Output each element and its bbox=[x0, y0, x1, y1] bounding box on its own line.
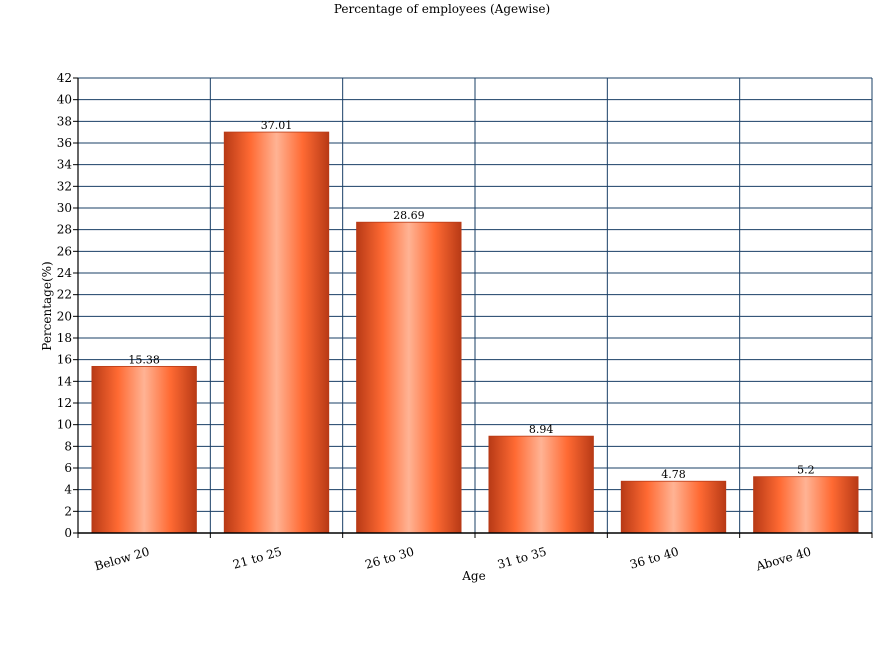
x-tick-label: 21 to 25 bbox=[231, 544, 283, 571]
y-tick-label: 8 bbox=[64, 439, 72, 453]
data-label: 5.2 bbox=[797, 464, 815, 477]
y-tick-label: 6 bbox=[64, 461, 72, 475]
x-tick-label: 36 to 40 bbox=[628, 544, 680, 571]
y-tick-label: 34 bbox=[57, 158, 73, 172]
bar-21-to-25 bbox=[223, 131, 330, 534]
data-label: 28.69 bbox=[393, 209, 425, 222]
y-tick-label: 24 bbox=[57, 266, 73, 280]
y-tick-label: 18 bbox=[57, 331, 72, 345]
y-tick-label: 40 bbox=[57, 93, 72, 107]
grid bbox=[78, 77, 873, 533]
x-tick-label: 31 to 35 bbox=[496, 544, 548, 571]
y-tick-label: 16 bbox=[57, 353, 72, 367]
x-tick-label: Below 20 bbox=[93, 544, 151, 573]
y-tick-label: 22 bbox=[57, 288, 72, 302]
y-tick-label: 10 bbox=[57, 418, 72, 432]
y-tick-label: 38 bbox=[57, 114, 72, 128]
y-tick-label: 14 bbox=[57, 374, 73, 388]
y-axis-label: Percentage(%) bbox=[40, 261, 54, 350]
bar-above-40 bbox=[753, 476, 859, 534]
y-tick-label: 28 bbox=[57, 223, 72, 237]
x-axis-label: Age bbox=[461, 569, 485, 583]
y-tick-label: 0 bbox=[64, 526, 72, 540]
y-tick-label: 42 bbox=[57, 71, 72, 85]
x-axis-ticks: Below 20 21 to 25 26 to 30 31 to 35 36 to 40… bbox=[77, 533, 873, 574]
data-label: 8.94 bbox=[529, 423, 554, 436]
data-label: 4.78 bbox=[661, 468, 686, 481]
data-label: 15.38 bbox=[128, 353, 160, 366]
bar-36-to-40 bbox=[620, 480, 727, 534]
chart-title: Percentage of employees (Agewise) bbox=[334, 2, 550, 16]
bar-below-20 bbox=[91, 365, 197, 534]
y-tick-label: 36 bbox=[57, 136, 72, 150]
bar-31-to-35 bbox=[488, 435, 594, 534]
bar-26-to-30 bbox=[356, 221, 462, 534]
y-tick-label: 2 bbox=[64, 504, 72, 518]
y-tick-label: 4 bbox=[64, 483, 72, 497]
y-tick-label: 12 bbox=[57, 396, 72, 410]
y-tick-label: 30 bbox=[57, 201, 72, 215]
y-tick-label: 20 bbox=[57, 309, 72, 323]
y-tick-label: 32 bbox=[57, 179, 72, 193]
y-tick-label: 26 bbox=[57, 244, 72, 258]
data-label: 37.01 bbox=[261, 119, 293, 132]
bars: 15.38 37.01 28.69 8.94 4.78 5.2 bbox=[91, 119, 859, 534]
x-tick-label: Above 40 bbox=[753, 544, 812, 573]
x-tick-label: 26 to 30 bbox=[364, 544, 416, 571]
